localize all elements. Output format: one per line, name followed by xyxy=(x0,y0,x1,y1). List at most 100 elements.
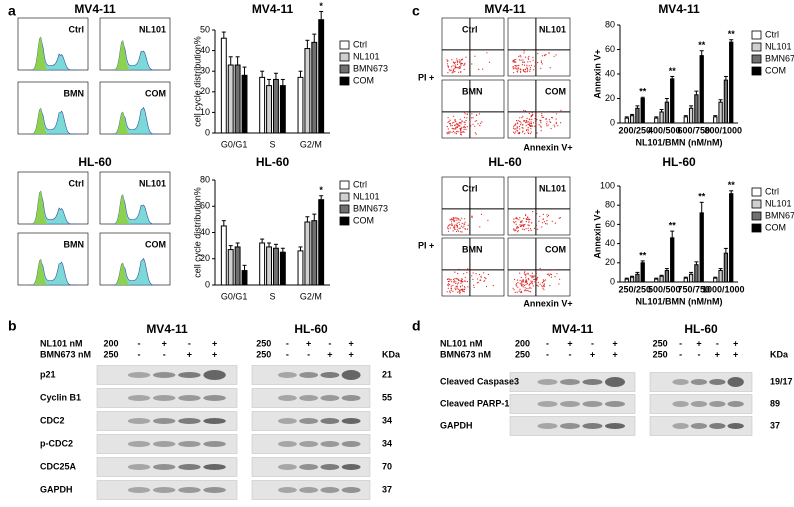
event-dot xyxy=(451,224,454,226)
event-dot xyxy=(453,121,455,123)
bar xyxy=(241,74,248,134)
event-dot xyxy=(466,117,468,119)
event-dot xyxy=(466,281,469,283)
histogram-g1 xyxy=(32,191,50,224)
event-dot xyxy=(528,221,530,223)
event-dot xyxy=(464,276,466,278)
event-dot xyxy=(454,64,456,66)
event-dot xyxy=(539,267,541,270)
event-dot xyxy=(540,130,542,132)
sign-label: - xyxy=(569,349,572,359)
event-dot xyxy=(450,69,452,71)
event-dot xyxy=(472,272,474,274)
y-tick-label: 20 xyxy=(605,93,615,103)
event-dot xyxy=(463,111,466,114)
event-dot xyxy=(546,220,548,222)
event-dot xyxy=(456,219,458,221)
event-dot xyxy=(455,282,457,285)
plot-title: HL-60 xyxy=(488,155,522,169)
bar xyxy=(729,193,734,283)
event-dot xyxy=(463,273,465,275)
legend-label: COM xyxy=(765,65,786,75)
event-dot xyxy=(474,120,476,122)
event-dot xyxy=(463,68,465,70)
event-dot xyxy=(521,221,523,223)
legend-label: NL101 xyxy=(353,51,380,61)
event-dot xyxy=(449,284,451,286)
bar xyxy=(635,107,640,124)
event-dot xyxy=(463,125,465,127)
event-dot xyxy=(458,67,460,69)
blot-band xyxy=(672,401,689,407)
significance-marker: ** xyxy=(639,250,647,260)
dot-plot-frame xyxy=(441,17,505,77)
event-dot xyxy=(446,126,448,128)
blot-band xyxy=(582,379,603,385)
event-dot xyxy=(449,227,451,229)
event-dot xyxy=(459,63,461,65)
histogram-frame xyxy=(99,17,171,71)
bar xyxy=(297,250,304,286)
event-dot xyxy=(458,278,460,280)
legend-label: NL101 xyxy=(765,198,792,208)
protein-label: Cleaved Caspase3 xyxy=(440,376,519,386)
bar xyxy=(241,270,248,286)
sample-label: NL101 xyxy=(139,24,166,34)
y-tick-label: 40 xyxy=(200,45,210,55)
chart-title: HL-60 xyxy=(256,155,290,169)
blot-strip xyxy=(96,365,238,385)
event-dot xyxy=(535,224,538,226)
event-dot xyxy=(540,61,543,64)
event-dot xyxy=(454,120,456,122)
event-dot xyxy=(553,55,555,57)
bar xyxy=(688,107,694,124)
event-dot xyxy=(460,65,462,67)
kda-label: 37 xyxy=(770,420,780,430)
event-dot xyxy=(547,214,550,217)
event-dot xyxy=(462,288,464,290)
y-tick-label: 20 xyxy=(200,253,210,263)
event-dot xyxy=(524,274,526,276)
event-dot xyxy=(456,122,458,125)
y-tick-label: 10 xyxy=(200,107,210,117)
blot-band xyxy=(727,401,744,407)
event-dot xyxy=(540,119,542,122)
blot-band xyxy=(537,401,558,407)
histogram-g1 xyxy=(114,112,132,134)
event-dot xyxy=(518,125,521,127)
event-dot xyxy=(528,112,530,115)
event-dot xyxy=(513,124,516,126)
event-dot xyxy=(459,285,461,287)
y-tick-label: 40 xyxy=(605,238,615,248)
sample-label: COM xyxy=(145,88,166,98)
event-dot xyxy=(528,284,530,286)
sign-label: - xyxy=(286,338,289,348)
event-dot xyxy=(464,287,466,289)
event-dot xyxy=(554,126,556,128)
event-dot xyxy=(475,273,477,275)
event-dot xyxy=(451,221,453,223)
event-dot xyxy=(521,282,523,284)
blot-strip xyxy=(251,434,371,454)
blot-band xyxy=(203,418,226,424)
sign-label: + xyxy=(612,338,617,348)
blot-band xyxy=(605,423,625,429)
y-tick-label: 80 xyxy=(200,174,210,184)
blot-band xyxy=(341,464,361,470)
event-dot xyxy=(517,230,519,232)
sign-label: + xyxy=(212,338,217,348)
event-dot xyxy=(446,291,448,293)
sign-label: + xyxy=(162,338,167,348)
y-tick-label: 60 xyxy=(605,219,615,229)
sign-label: - xyxy=(138,338,141,348)
sign-label: - xyxy=(188,338,191,348)
blot-band xyxy=(203,370,226,380)
event-dot xyxy=(531,124,533,126)
event-dot xyxy=(512,221,515,223)
bar xyxy=(318,199,325,286)
event-dot xyxy=(536,132,538,134)
histogram-g1 xyxy=(114,40,132,70)
blot-band xyxy=(320,441,340,447)
event-dot xyxy=(457,283,459,285)
event-dot xyxy=(525,281,527,283)
